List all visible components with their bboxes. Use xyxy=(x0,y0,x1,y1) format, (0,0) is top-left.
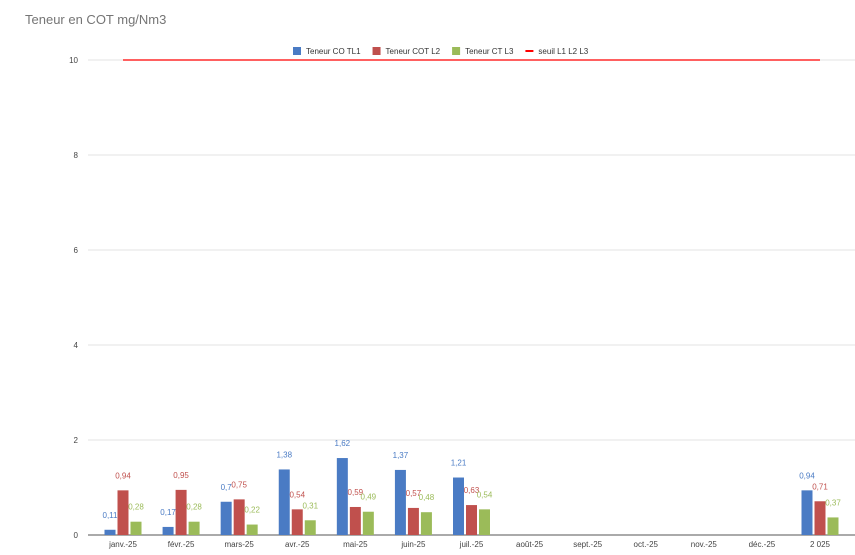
data-label: 0,59 xyxy=(348,488,364,497)
data-label: 0,63 xyxy=(464,486,480,495)
y-tick-label: 0 xyxy=(74,531,79,540)
y-tick-label: 6 xyxy=(74,246,79,255)
x-tick-label: oct.-25 xyxy=(634,540,659,549)
y-tick-label: 10 xyxy=(69,56,78,65)
bar xyxy=(220,501,232,535)
data-label: 0,7 xyxy=(221,483,233,492)
bar xyxy=(827,517,839,535)
data-label: 0,11 xyxy=(103,511,119,520)
data-label: 0,57 xyxy=(406,489,422,498)
x-tick-label: mars-25 xyxy=(224,540,254,549)
legend-label: Teneur COT L2 xyxy=(386,47,441,56)
bar xyxy=(130,521,142,535)
y-tick-label: 8 xyxy=(74,151,79,160)
data-label: 0,75 xyxy=(231,480,247,489)
bar xyxy=(291,509,303,535)
data-label: 0,48 xyxy=(419,493,435,502)
legend-label: seuil L1 L2 L3 xyxy=(538,47,588,56)
bar xyxy=(362,511,374,535)
bar xyxy=(104,529,116,535)
data-label: 1,37 xyxy=(393,451,409,460)
bar xyxy=(466,505,477,535)
data-label: 0,94 xyxy=(799,471,815,480)
bar xyxy=(814,501,826,535)
bar xyxy=(394,469,406,535)
data-label: 0,37 xyxy=(825,498,841,507)
chart-title: Teneur en COT mg/Nm3 xyxy=(25,12,167,27)
legend-swatch xyxy=(452,47,461,55)
bar xyxy=(336,458,348,535)
data-labels: 0,11 0,17 0,7 1,38 1,62 1,37 1,21 0,94 0,94 0,95 0… xyxy=(103,439,842,520)
data-label: 0,22 xyxy=(244,506,260,515)
x-tick-label: 2 025 xyxy=(810,540,831,549)
bar xyxy=(117,490,129,535)
data-label: 0,71 xyxy=(812,482,828,491)
y-axis: 0 2 4 6 8 10 xyxy=(69,56,78,540)
x-tick-label: août-25 xyxy=(516,540,544,549)
x-tick-label: juil.-25 xyxy=(459,540,484,549)
gridlines xyxy=(88,59,855,536)
data-label: 0,28 xyxy=(186,503,202,512)
x-tick-label: avr.-25 xyxy=(285,540,310,549)
x-tick-label: mai-25 xyxy=(343,540,368,549)
bar xyxy=(420,512,432,535)
data-label: 0,49 xyxy=(361,493,377,502)
x-tick-label: nov.-25 xyxy=(691,540,718,549)
data-label: 1,38 xyxy=(276,450,292,459)
bar xyxy=(162,526,174,535)
legend-swatch xyxy=(293,47,301,55)
legend: Teneur CO TL1 Teneur COT L2 Teneur CT L3 se… xyxy=(293,47,589,56)
x-tick-label: déc.-25 xyxy=(749,540,776,549)
data-label: 0,54 xyxy=(477,490,493,499)
data-label: 1,62 xyxy=(335,439,351,448)
legend-label: Teneur CT L3 xyxy=(465,47,514,56)
x-axis: janv.-25 févr.-25 mars-25 avr.-25 mai-25 juin… xyxy=(108,540,830,549)
x-tick-label: sept.-25 xyxy=(573,540,602,549)
data-label: 0,94 xyxy=(115,471,131,480)
x-tick-label: juin-25 xyxy=(400,540,426,549)
data-label: 0,54 xyxy=(289,490,305,499)
bar xyxy=(453,477,464,535)
bar xyxy=(278,469,290,535)
data-label: 0,31 xyxy=(302,501,318,510)
bar xyxy=(304,520,316,535)
bar xyxy=(188,521,200,535)
legend-label: Teneur CO TL1 xyxy=(306,47,361,56)
x-tick-label: févr.-25 xyxy=(168,540,195,549)
data-label: 0,28 xyxy=(128,503,144,512)
data-label: 1,21 xyxy=(451,459,467,468)
data-label: 0,95 xyxy=(173,471,189,480)
bar xyxy=(479,509,490,535)
bar xyxy=(246,524,258,535)
legend-swatch xyxy=(372,47,381,55)
bars xyxy=(104,458,839,535)
bar xyxy=(407,507,419,535)
y-tick-label: 4 xyxy=(74,341,79,350)
x-tick-label: janv.-25 xyxy=(108,540,137,549)
y-tick-label: 2 xyxy=(74,436,79,445)
data-label: 0,17 xyxy=(160,508,176,517)
bar xyxy=(349,506,361,535)
bar xyxy=(175,489,187,535)
bar xyxy=(233,499,245,535)
bar xyxy=(801,490,813,535)
